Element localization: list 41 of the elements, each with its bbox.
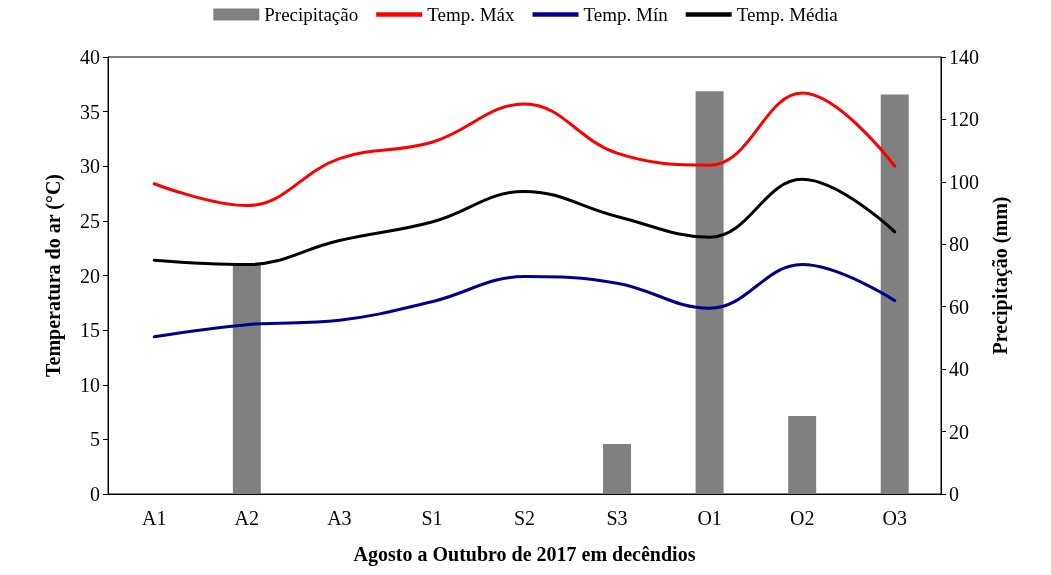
y-axis-title: Temperatura do ar (°C) (42, 174, 65, 377)
x-axis-title: Agosto a Outubro de 2017 em decêndios (353, 543, 696, 566)
y2-tick-label: 0 (949, 483, 959, 505)
y2-tick-label: 120 (949, 108, 979, 131)
bar (603, 444, 632, 494)
x-tick-label: O1 (697, 507, 722, 529)
bar (232, 263, 261, 494)
x-tick-label: S1 (421, 507, 443, 529)
x-tick-label: A2 (234, 507, 260, 529)
y-tick-label: 5 (90, 428, 100, 451)
y-tick-label: 35 (80, 100, 100, 123)
bar (695, 91, 724, 494)
legend-label: Temp. Média (736, 4, 839, 25)
y2-tick-label: 100 (949, 170, 979, 193)
y-tick-label: 10 (80, 373, 100, 396)
y2-axis-title: Precipitação (mm) (988, 196, 1012, 355)
legend-label: Temp. Máx (427, 4, 516, 25)
x-tick-label: S2 (513, 507, 536, 529)
line-series (152, 177, 897, 267)
x-tick-label: A3 (327, 507, 352, 529)
y-tick-label: 30 (80, 155, 100, 178)
y-tick-label: 25 (80, 209, 100, 232)
line-series (152, 263, 897, 339)
x-tick-label: S3 (606, 507, 628, 529)
y-tick-label: 15 (80, 319, 100, 342)
y2-tick-label: 60 (949, 295, 969, 318)
line-series (152, 91, 897, 208)
x-tick-label: O2 (789, 507, 815, 529)
bar (788, 415, 817, 494)
y2-tick-label: 20 (949, 420, 969, 443)
y2-tick-label: 140 (949, 46, 979, 68)
legend-label: Precipitação (264, 4, 359, 25)
x-tick-label: A1 (142, 507, 167, 529)
x-tick-label: O3 (882, 507, 907, 529)
y2-tick-label: 40 (949, 358, 969, 381)
y-tick-label: 40 (80, 46, 100, 68)
y-tick-label: 0 (90, 483, 100, 505)
y-tick-label: 20 (80, 264, 100, 287)
y2-tick-label: 80 (949, 233, 969, 256)
bar (880, 94, 909, 494)
legend-label: Temp. Mín (583, 4, 669, 25)
